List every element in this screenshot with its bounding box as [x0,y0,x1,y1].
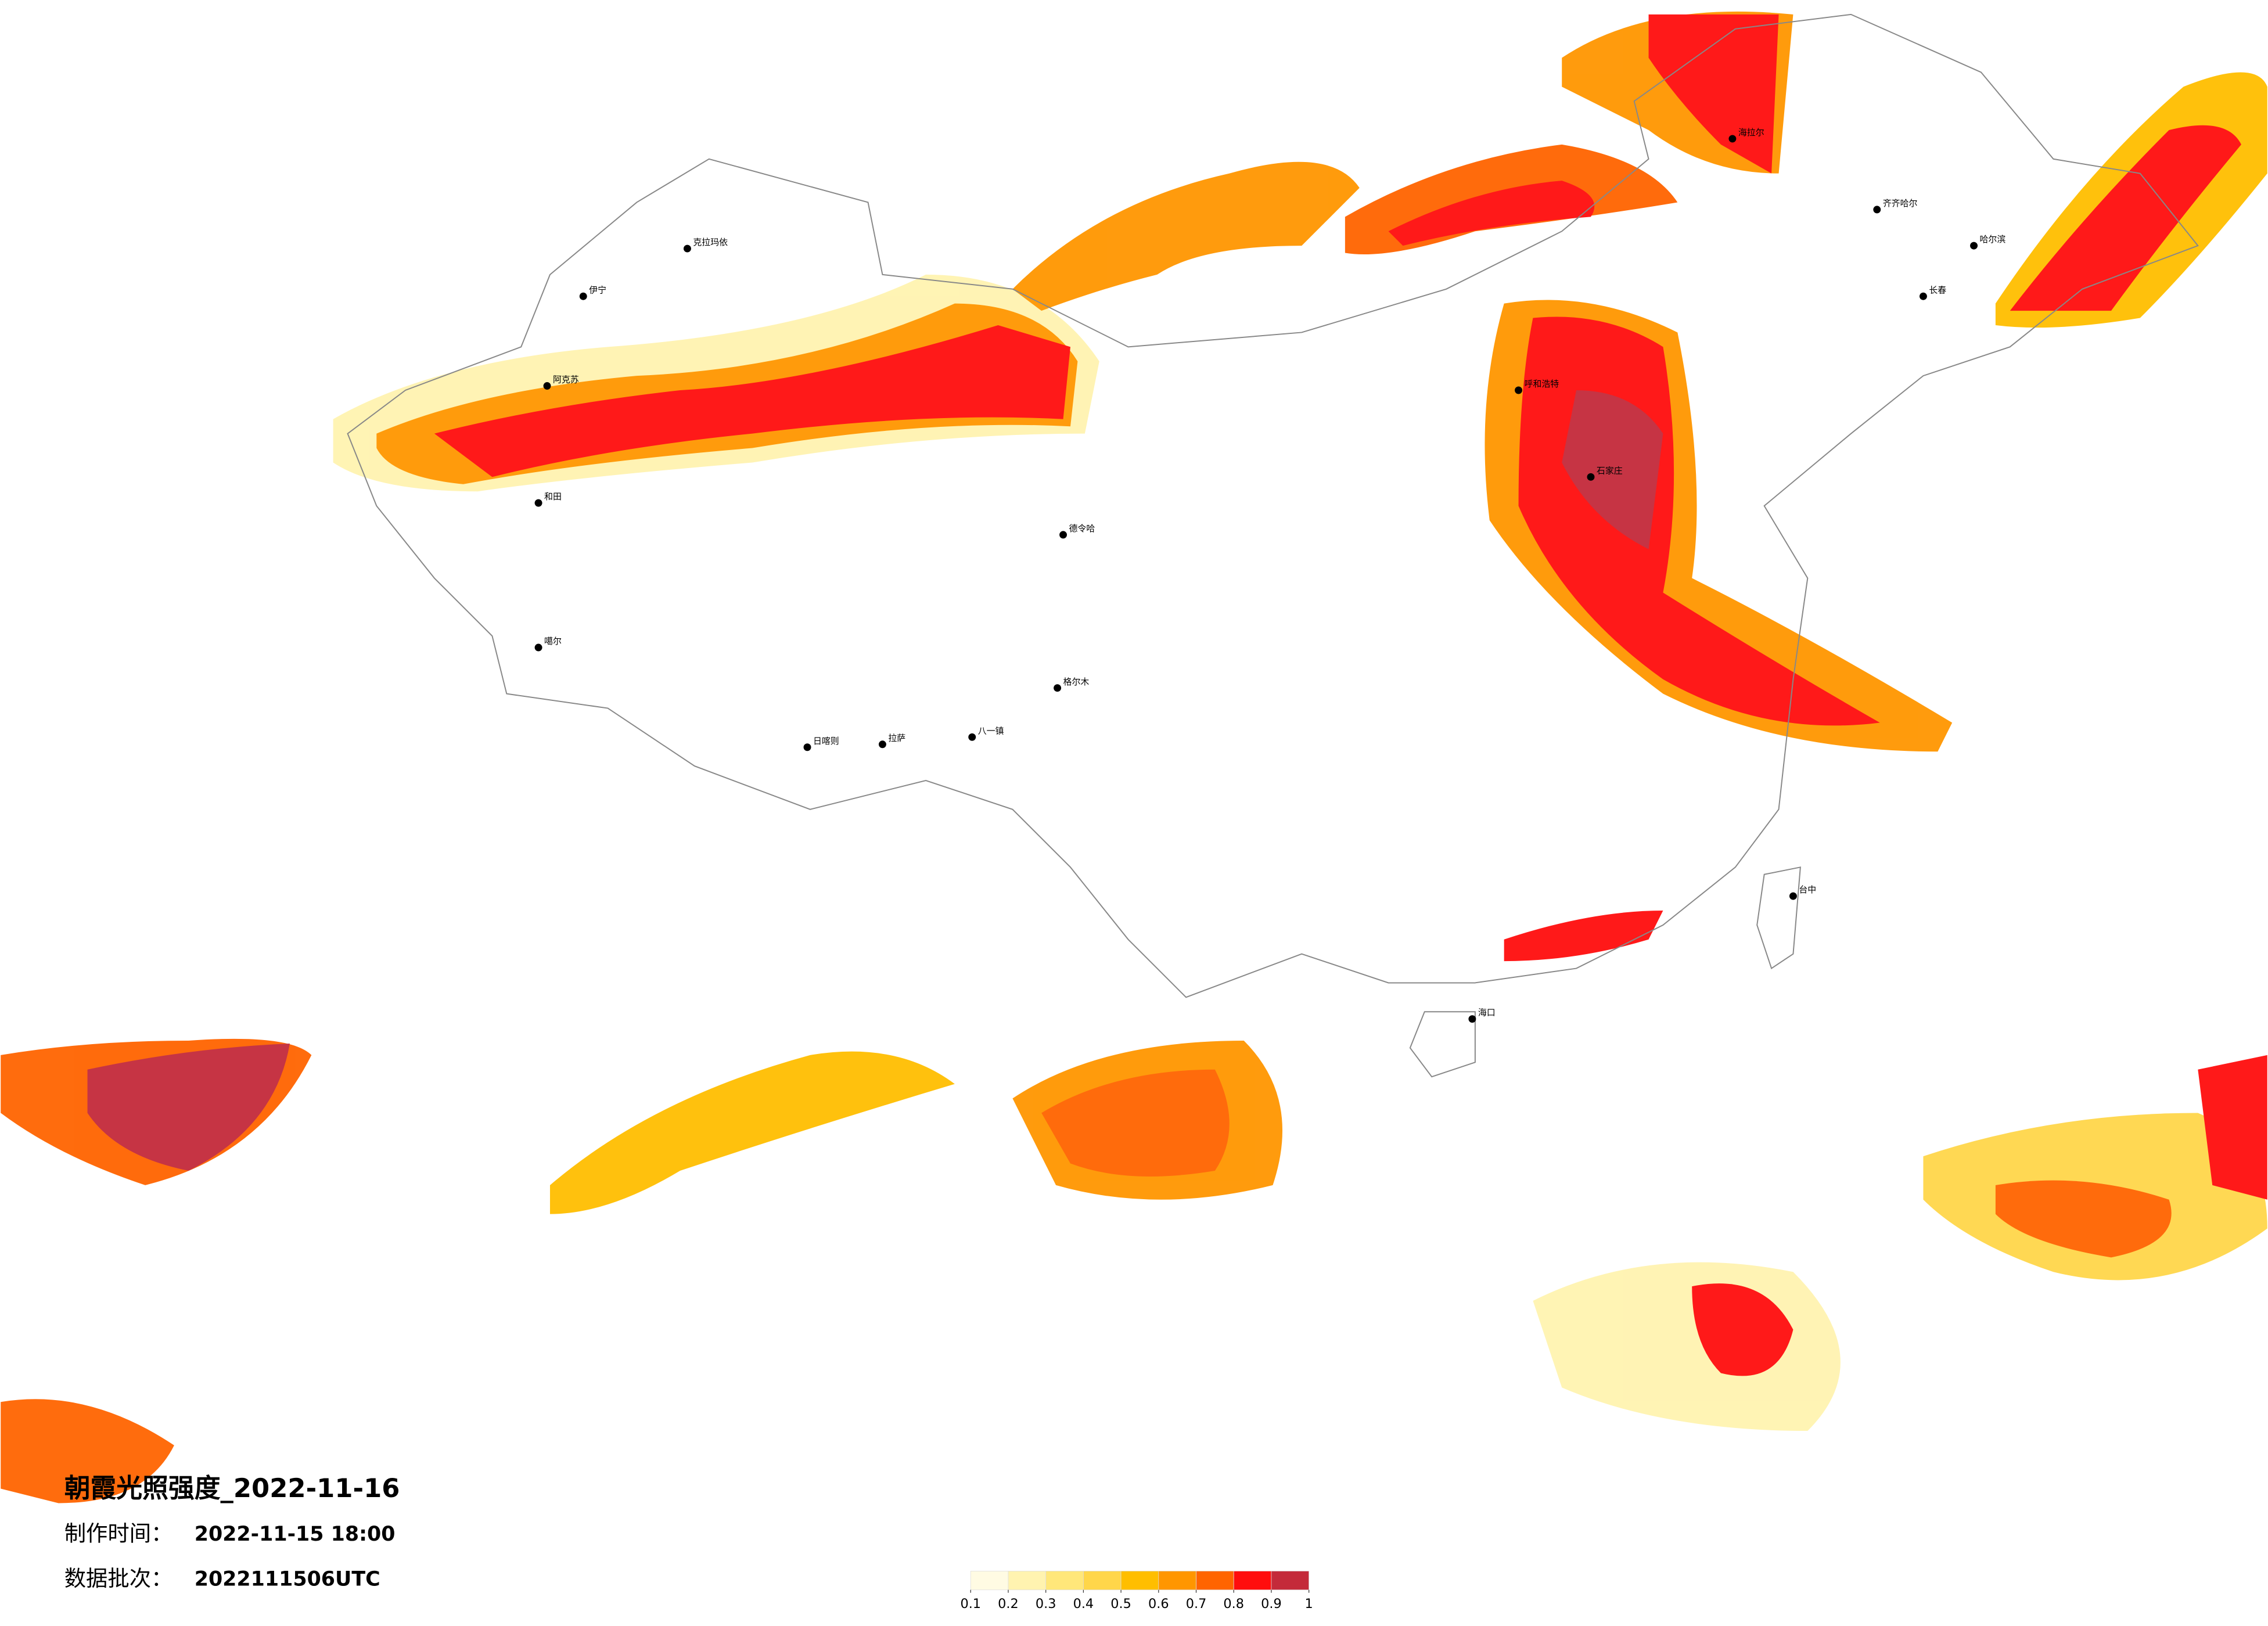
legend-tick-label: 0.2 [998,1596,1019,1611]
city-label: 长春 [1929,285,1946,295]
city-dot [968,733,976,741]
city-label: 德令哈 [1069,523,1095,534]
title: 朝霞光照强度_2022-11-16 [64,1473,400,1503]
city-label: 拉萨 [888,733,905,743]
legend-tick-label: 0.7 [1186,1596,1207,1611]
city-dot [543,382,551,390]
legend-swatch [1233,1571,1272,1591]
city-dot [683,244,691,253]
city-label: 哈尔滨 [1980,234,2006,244]
city-dot [1789,892,1797,900]
city-dot [1468,1015,1476,1023]
legend-swatch [1045,1571,1084,1591]
country-outline [347,13,2199,998]
city-label: 噶尔 [544,636,562,646]
city-dot [1919,292,1927,300]
city-dot [534,499,542,507]
made-time-label: 制作时间： [64,1521,173,1546]
city-dot [1515,386,1523,394]
legend-tick-label: 0.8 [1223,1596,1244,1611]
legend-swatch [1008,1571,1047,1591]
color-legend: 0.1 0.2 0.3 0.4 0.5 0.6 0.7 0.8 0.9 1 [960,1571,1313,1611]
city-dot [1873,206,1881,214]
legend-tick-label: 0.4 [1073,1596,1094,1611]
city-label: 八一镇 [978,725,1004,736]
legend-tick-label: 1 [1305,1596,1313,1611]
city-label: 海口 [1478,1008,1496,1018]
batch-label: 数据批次： [64,1566,173,1591]
city-dot [579,292,587,300]
city-label: 伊宁 [589,285,606,295]
city-dot [1587,473,1595,481]
legend-tick-label: 0.6 [1148,1596,1169,1611]
city-label: 石家庄 [1597,465,1623,476]
legend-tick-label: 0.3 [1036,1596,1056,1611]
intensity-field [1,11,2267,1503]
batch: 2022111506UTC [195,1567,380,1591]
city-dot [534,643,542,652]
city-label: 格尔木 [1063,677,1090,687]
city-label: 呼和浩特 [1525,379,1559,389]
legend-swatch [1196,1571,1234,1591]
legend-swatch [970,1571,1009,1591]
legend-tick-label: 0.5 [1110,1596,1131,1611]
city-label: 阿克苏 [553,375,579,385]
city-dot [1054,684,1062,692]
city-dot [1059,531,1067,539]
legend-tick-label: 0.1 [960,1596,981,1611]
legend-swatch [1120,1571,1159,1591]
legend-swatch [1158,1571,1196,1591]
legend-tick-label: 0.9 [1261,1596,1282,1611]
city-label: 海拉尔 [1738,127,1764,138]
city-dot [1728,135,1737,143]
city-dot [1970,242,1978,250]
city-dot [803,743,811,751]
legend-swatch [1271,1571,1310,1591]
island-outline [1409,866,1801,1078]
city-label: 克拉玛依 [693,237,728,247]
legend-swatch [1083,1571,1122,1591]
city-label: 和田 [544,491,562,502]
made-time: 2022-11-15 18:00 [195,1523,396,1546]
city-label: 台中 [1799,884,1816,895]
city-label: 日喀则 [813,736,839,746]
city-dot [878,740,886,749]
city-label: 齐齐哈尔 [1883,198,1918,208]
